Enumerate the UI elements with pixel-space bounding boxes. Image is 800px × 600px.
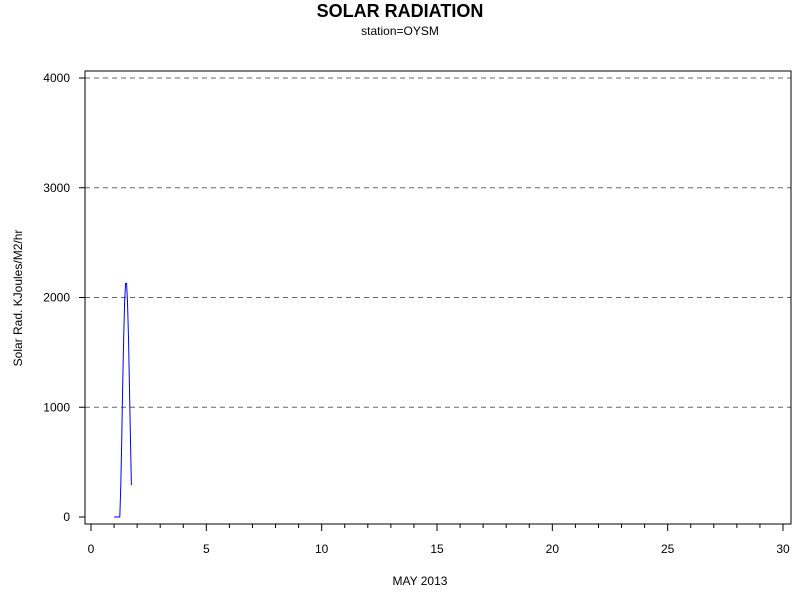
- x-axis: 0 5 10 15 20 25 30: [88, 524, 790, 556]
- x-tick-label: 25: [661, 542, 675, 556]
- x-tick-label: 30: [776, 542, 790, 556]
- gridlines: [85, 77, 791, 408]
- y-tick-label: 2000: [43, 291, 70, 305]
- x-axis-label: MAY 2013: [393, 574, 448, 588]
- series-layer: [114, 282, 132, 518]
- y-tick-label: 1000: [43, 400, 70, 414]
- x-tick-label: 20: [546, 542, 560, 556]
- y-tick-label: 0: [63, 510, 70, 524]
- y-axis: 0 1000 2000 3000 4000: [43, 71, 85, 524]
- y-tick-label: 3000: [43, 181, 70, 195]
- y-axis-label: Solar Rad. KJoules/M2/hr: [11, 230, 25, 367]
- solar-radiation-line: [114, 282, 132, 518]
- chart-subtitle: station=OYSM: [361, 24, 439, 38]
- y-tick-label: 4000: [43, 71, 70, 85]
- x-tick-label: 5: [203, 542, 210, 556]
- x-tick-label: 15: [430, 542, 444, 556]
- x-tick-label: 10: [315, 542, 329, 556]
- x-tick-label: 0: [88, 542, 95, 556]
- chart-title: SOLAR RADIATION: [317, 1, 484, 21]
